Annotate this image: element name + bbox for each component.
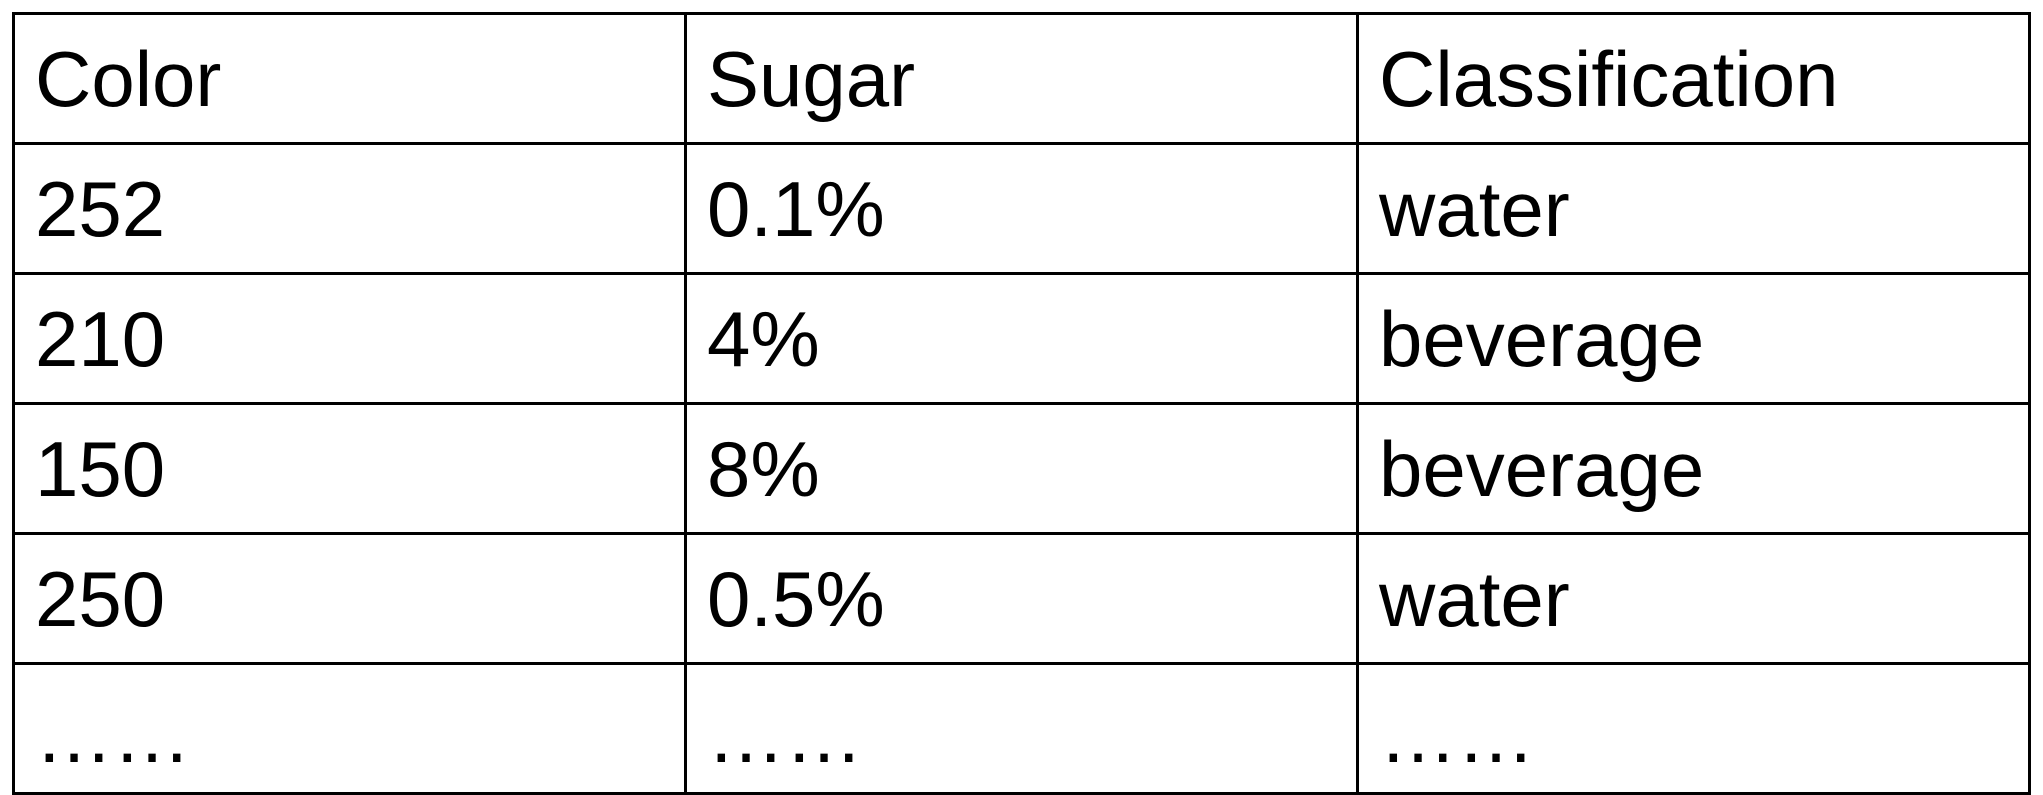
data-table: Color Sugar Classification 252 0.1% wate… [12, 12, 2031, 795]
cell-classification: beverage [1356, 402, 2031, 535]
cell-color: 250 [12, 532, 687, 665]
table-header: Color Sugar Classification [12, 12, 2031, 145]
cell-color: …… [12, 662, 687, 795]
table-body: 252 0.1% water 210 4% beverage 150 8% be… [12, 142, 2031, 795]
cell-sugar: 4% [684, 272, 1359, 405]
header-row: Color Sugar Classification [12, 12, 2031, 145]
cell-classification: water [1356, 142, 2031, 275]
cell-classification: water [1356, 532, 2031, 665]
table-row: 250 0.5% water [12, 532, 2031, 665]
cell-color: 252 [12, 142, 687, 275]
cell-sugar: …… [684, 662, 1359, 795]
cell-color: 150 [12, 402, 687, 535]
cell-sugar: 0.1% [684, 142, 1359, 275]
cell-color: 210 [12, 272, 687, 405]
cell-classification: …… [1356, 662, 2031, 795]
table-row-ellipsis: …… …… …… [12, 662, 2031, 795]
table-row: 150 8% beverage [12, 402, 2031, 535]
column-header-classification: Classification [1356, 12, 2031, 145]
cell-sugar: 0.5% [684, 532, 1359, 665]
table-row: 252 0.1% water [12, 142, 2031, 275]
cell-classification: beverage [1356, 272, 2031, 405]
column-header-sugar: Sugar [684, 12, 1359, 145]
table-row: 210 4% beverage [12, 272, 2031, 405]
cell-sugar: 8% [684, 402, 1359, 535]
column-header-color: Color [12, 12, 687, 145]
